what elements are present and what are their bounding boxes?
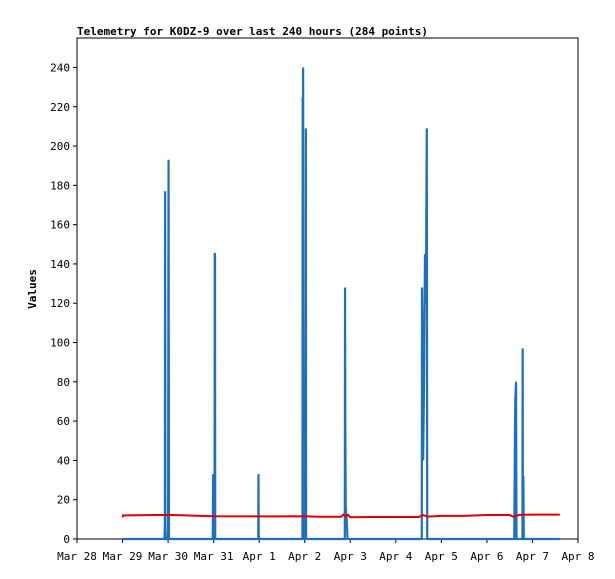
y-axis-label: Values [26,269,39,309]
y-tick-label: 220 [50,101,70,114]
y-tick-label: 20 [57,494,70,507]
x-tick-label: Apr 8 [561,550,594,563]
chart-title: Telemetry for K0DZ-9 over last 240 hours… [77,25,428,38]
series-layer [121,67,560,541]
y-tick-label: 0 [63,533,70,546]
y-axis: 0 20 40 60 80 100 120 140 160 180 200 220 240 [50,61,77,546]
y-tick-label: 120 [50,297,70,310]
x-tick-label: Apr 7 [516,550,549,563]
series-line-2 [121,513,560,519]
x-axis: Mar 28 Mar 29 Mar 30 Mar 31 Apr 1 Apr 2 Apr 3 A… [57,539,595,563]
y-tick-label: 200 [50,140,70,153]
y-tick-label: 100 [50,337,70,350]
y-tick-label: 160 [50,219,70,232]
x-tick-label: Mar 31 [194,550,234,563]
x-tick-label: Apr 3 [334,550,367,563]
x-tick-label: Mar 29 [103,550,143,563]
x-tick-label: Mar 30 [148,550,188,563]
y-tick-label: 240 [50,61,70,74]
y-tick-label: 180 [50,179,70,192]
x-tick-label: Mar 28 [57,550,97,563]
x-tick-label: Apr 5 [425,550,458,563]
x-tick-label: Apr 6 [470,550,503,563]
y-tick-label: 40 [57,454,70,467]
y-tick-label: 80 [57,376,70,389]
y-tick-label: 60 [57,415,70,428]
x-tick-label: Apr 1 [243,550,276,563]
x-tick-label: Apr 2 [288,550,321,563]
series-line-1 [122,67,560,541]
plot-area [76,37,579,540]
y-tick-label: 140 [50,258,70,271]
x-tick-label: Apr 4 [379,550,412,563]
